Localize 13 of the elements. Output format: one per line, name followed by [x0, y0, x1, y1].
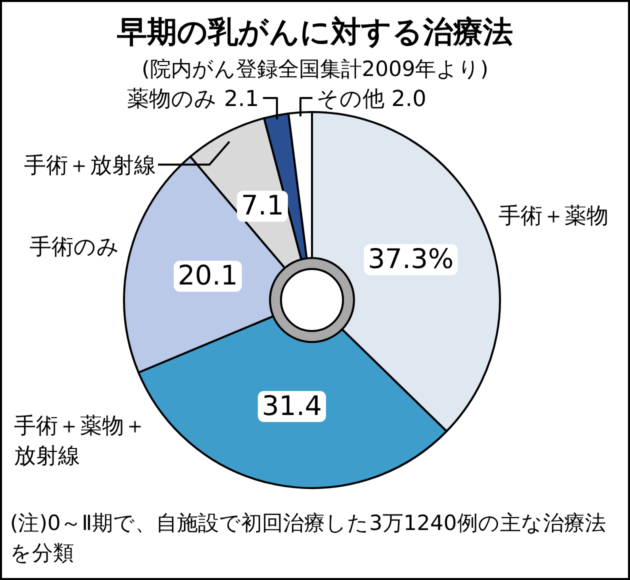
slice-label: 手術＋薬物＋放射線	[14, 414, 146, 469]
slice-label: 薬物のみ 2.1	[126, 87, 259, 112]
text: (注)0～Ⅱ期で、自施設で初回治療した3万1240例の主な治療法を分類	[10, 511, 606, 565]
chart-title: 早期の乳がんに対する治療法	[116, 15, 513, 50]
slice-label: 手術＋放射線	[24, 154, 156, 179]
chart-subtitle: (院内がん登録全国集計2009年より)	[142, 57, 488, 81]
data-label: 20.1	[178, 260, 238, 292]
data-label: 7.1	[240, 190, 284, 222]
slice-label: 手術のみ	[29, 234, 120, 260]
slice-label: 手術＋薬物	[498, 204, 608, 230]
slice-label: その他 2.0	[316, 87, 426, 112]
data-label: 37.3%	[368, 244, 454, 276]
data-label: 31.4	[262, 390, 322, 422]
